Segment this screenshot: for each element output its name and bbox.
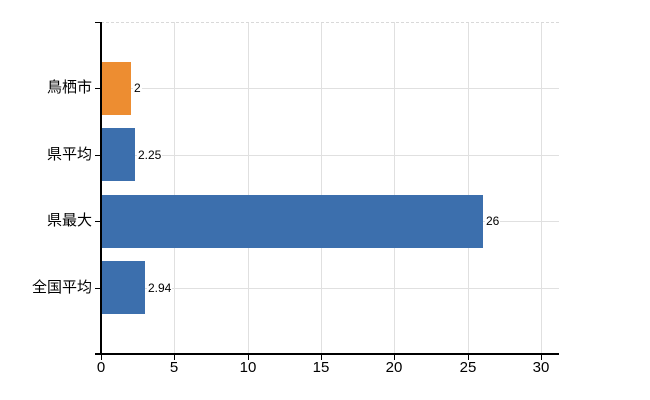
x-axis-line	[95, 353, 559, 355]
x-gridline	[321, 22, 322, 354]
y-tick	[95, 288, 101, 289]
x-tick-label: 5	[169, 359, 179, 376]
bar	[102, 62, 131, 115]
category-label: 県最大	[46, 212, 92, 229]
x-gridline	[394, 22, 396, 354]
y-axis-line	[100, 22, 102, 354]
x-tick-label: 0	[96, 359, 106, 376]
x-tick-label: 20	[385, 359, 403, 376]
y-gridline	[101, 288, 559, 289]
bar	[102, 128, 135, 181]
x-tick-label: 15	[312, 359, 330, 376]
x-tick	[174, 355, 175, 360]
bar	[102, 261, 145, 314]
y-tick	[95, 221, 101, 222]
x-tick	[248, 355, 249, 360]
y-gridline	[101, 155, 559, 156]
bar	[102, 195, 483, 248]
value-label: 2.25	[137, 147, 163, 163]
category-label: 県平均	[46, 146, 92, 163]
y-axis-top-tick	[95, 22, 101, 23]
x-tick-label: 30	[532, 359, 550, 376]
x-tick	[101, 355, 102, 360]
x-tick	[394, 355, 395, 360]
value-label: 2.94	[147, 280, 173, 296]
x-gridline	[467, 22, 469, 354]
y-tick	[95, 155, 101, 156]
x-gridline	[247, 22, 249, 354]
x-tick	[541, 355, 542, 360]
value-label: 26	[485, 213, 501, 229]
plot-top-border	[101, 22, 559, 23]
x-tick-label: 25	[459, 359, 477, 376]
y-gridline	[101, 88, 559, 89]
x-gridline	[541, 22, 542, 354]
x-gridline	[174, 22, 176, 354]
y-tick	[95, 88, 101, 89]
x-tick	[468, 355, 469, 360]
value-label: 2	[133, 80, 142, 96]
x-tick	[321, 355, 322, 360]
category-label: 鳥栖市	[46, 79, 92, 96]
category-label: 全国平均	[31, 279, 92, 296]
x-tick-label: 10	[239, 359, 257, 376]
